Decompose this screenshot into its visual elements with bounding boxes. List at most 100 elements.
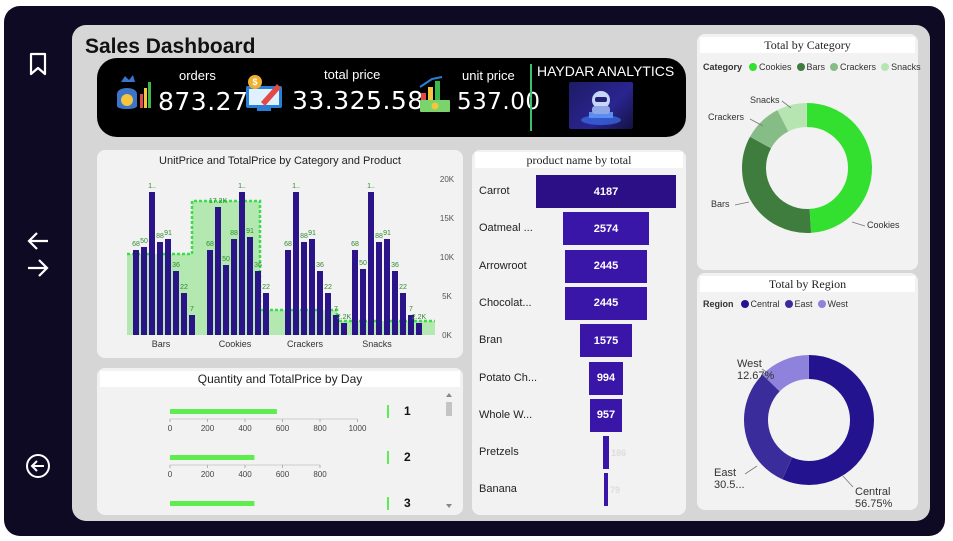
day-label: 2 bbox=[404, 450, 411, 464]
unit-price-bar bbox=[400, 293, 406, 335]
unit-price-bar bbox=[181, 293, 187, 335]
unit-price-bar bbox=[325, 293, 331, 335]
category-slice-label: Cookies bbox=[867, 220, 900, 230]
forward-arrow-icon[interactable] bbox=[24, 254, 52, 282]
scrollbar[interactable] bbox=[444, 390, 454, 512]
day-tick-label: 400 bbox=[238, 424, 252, 433]
funnel-category-label: Whole W... bbox=[479, 408, 533, 421]
day-bar bbox=[170, 455, 255, 460]
kpi-total-price-label: total price bbox=[324, 67, 381, 82]
day-title-bar bbox=[100, 371, 460, 387]
funnel-bar[interactable]: 2445 bbox=[565, 249, 647, 283]
back-arrow-icon[interactable] bbox=[24, 227, 52, 255]
y2-tick-label: 20K bbox=[440, 175, 455, 184]
funnel-value-label: 2445 bbox=[593, 260, 619, 273]
bar-data-label: 88 bbox=[156, 233, 164, 240]
x-tick-label: Snacks bbox=[362, 339, 392, 349]
unit-price-bar bbox=[368, 192, 374, 335]
legend-crackers: Crackers bbox=[840, 62, 877, 72]
bar-data-label: 88 bbox=[230, 230, 238, 237]
region-slice-name: East bbox=[714, 467, 736, 479]
region-donut-title: Total by Region bbox=[768, 277, 847, 291]
bar-data-label: 91 bbox=[308, 230, 316, 237]
day-tick-label: 200 bbox=[201, 424, 215, 433]
unit-price-bar bbox=[392, 271, 398, 335]
region-legend-title: Region bbox=[703, 299, 734, 309]
funnel-bar[interactable]: 957 bbox=[590, 398, 622, 432]
region-slice bbox=[744, 374, 793, 480]
legend-swatch-crackers bbox=[830, 63, 839, 71]
funnel-bar[interactable]: 2445 bbox=[565, 286, 647, 320]
funnel-panel: product name by total Carrot 4187 Oatmeal … bbox=[472, 150, 686, 515]
region-leader-line bbox=[761, 368, 773, 377]
bar-data-label: 91 bbox=[246, 228, 254, 235]
bar-data-label: 17.2K bbox=[209, 198, 228, 205]
bar-data-label: 1.. bbox=[367, 183, 375, 190]
funnel-bar[interactable]: 2574 bbox=[562, 212, 650, 246]
category-donut-panel: Total by Category Category Cookies Bars … bbox=[697, 34, 921, 270]
region-slice-name: Central bbox=[855, 486, 890, 498]
bar-data-label: 50 bbox=[359, 260, 367, 267]
bar-data-label: 1.. bbox=[292, 183, 300, 190]
funnel-value-label: 4187 bbox=[593, 185, 619, 198]
funnel-value-label: 957 bbox=[596, 409, 616, 422]
bar-data-label: 91 bbox=[383, 230, 391, 237]
kpi-orders-value: 873.27 bbox=[158, 87, 249, 116]
unit-price-bar bbox=[141, 247, 147, 335]
unit-price-bar bbox=[263, 293, 269, 335]
bar-data-label: 1.. bbox=[148, 183, 156, 190]
left-nav bbox=[4, 6, 70, 536]
day-bar bbox=[170, 501, 255, 506]
funnel-bar[interactable]: 186 bbox=[602, 436, 626, 470]
funnel-bar[interactable]: 994 bbox=[589, 361, 623, 395]
dashboard-canvas: Sales Dashboard orders 873.27 $ bbox=[72, 25, 930, 521]
bar-data-label: 88 bbox=[375, 233, 383, 240]
category-slice bbox=[777, 103, 808, 132]
day-label: 3 bbox=[404, 496, 411, 510]
day-chart[interactable]: 1 0 200 400 600 800 1000 2 0 200 400 600 800 3 bbox=[97, 390, 447, 515]
bar-data-label: 36 bbox=[172, 262, 180, 269]
x-tick-label: Crackers bbox=[287, 339, 324, 349]
exit-circle-icon[interactable] bbox=[24, 452, 52, 480]
category-donut-title: Total by Category bbox=[764, 38, 851, 52]
combo-chart[interactable]: 68 501..88 91362276817.2K50881..913622681.… bbox=[97, 150, 463, 358]
robot-logo bbox=[569, 82, 633, 129]
price-edit-icon: $ bbox=[243, 74, 285, 119]
funnel-value-label: 994 bbox=[596, 372, 616, 384]
legend-swatch-west bbox=[817, 300, 826, 308]
unit-price-bar bbox=[247, 237, 253, 335]
unit-price-bar bbox=[207, 250, 213, 335]
bar-data-label: 50 bbox=[140, 238, 148, 245]
unit-price-bar bbox=[133, 250, 139, 335]
legend-cookies: Cookies bbox=[759, 62, 792, 72]
category-donut[interactable]: Cookies Bars Crackers Snacks bbox=[697, 34, 918, 270]
region-slice-name: West bbox=[737, 358, 762, 370]
kpi-orders-label: orders bbox=[179, 68, 216, 83]
unit-price-bar bbox=[215, 207, 221, 335]
funnel-value-label: 2445 bbox=[593, 297, 619, 310]
funnel-bar[interactable]: 79 bbox=[604, 473, 620, 507]
money-bag-icon bbox=[111, 72, 153, 117]
day-tick-label: 800 bbox=[313, 424, 327, 433]
funnel-bar[interactable]: 1575 bbox=[579, 324, 633, 358]
unit-price-bar bbox=[384, 239, 390, 335]
bar-data-label: 36 bbox=[391, 262, 399, 269]
day-tick-label: 0 bbox=[168, 424, 173, 433]
brand-divider bbox=[530, 64, 532, 131]
legend-swatch-cookies bbox=[749, 63, 758, 71]
bar-data-label: 88 bbox=[300, 233, 308, 240]
combo-chart-title: UnitPrice and TotalPrice by Category and… bbox=[159, 155, 401, 167]
bar-data-label: 2.2K bbox=[337, 314, 352, 321]
day-label: 1 bbox=[404, 404, 411, 418]
funnel-bar[interactable]: 4187 bbox=[536, 175, 676, 208]
region-leader-line bbox=[744, 465, 758, 475]
unit-price-bar bbox=[408, 315, 414, 335]
bar-data-label: 36 bbox=[316, 262, 324, 269]
funnel-category-label: Carrot bbox=[479, 185, 510, 197]
unit-price-bar bbox=[317, 271, 323, 335]
category-slice bbox=[742, 136, 812, 233]
funnel-title: product name by total bbox=[526, 153, 632, 167]
bar-data-label: 22 bbox=[399, 284, 407, 291]
bookmark-icon[interactable] bbox=[24, 50, 52, 78]
